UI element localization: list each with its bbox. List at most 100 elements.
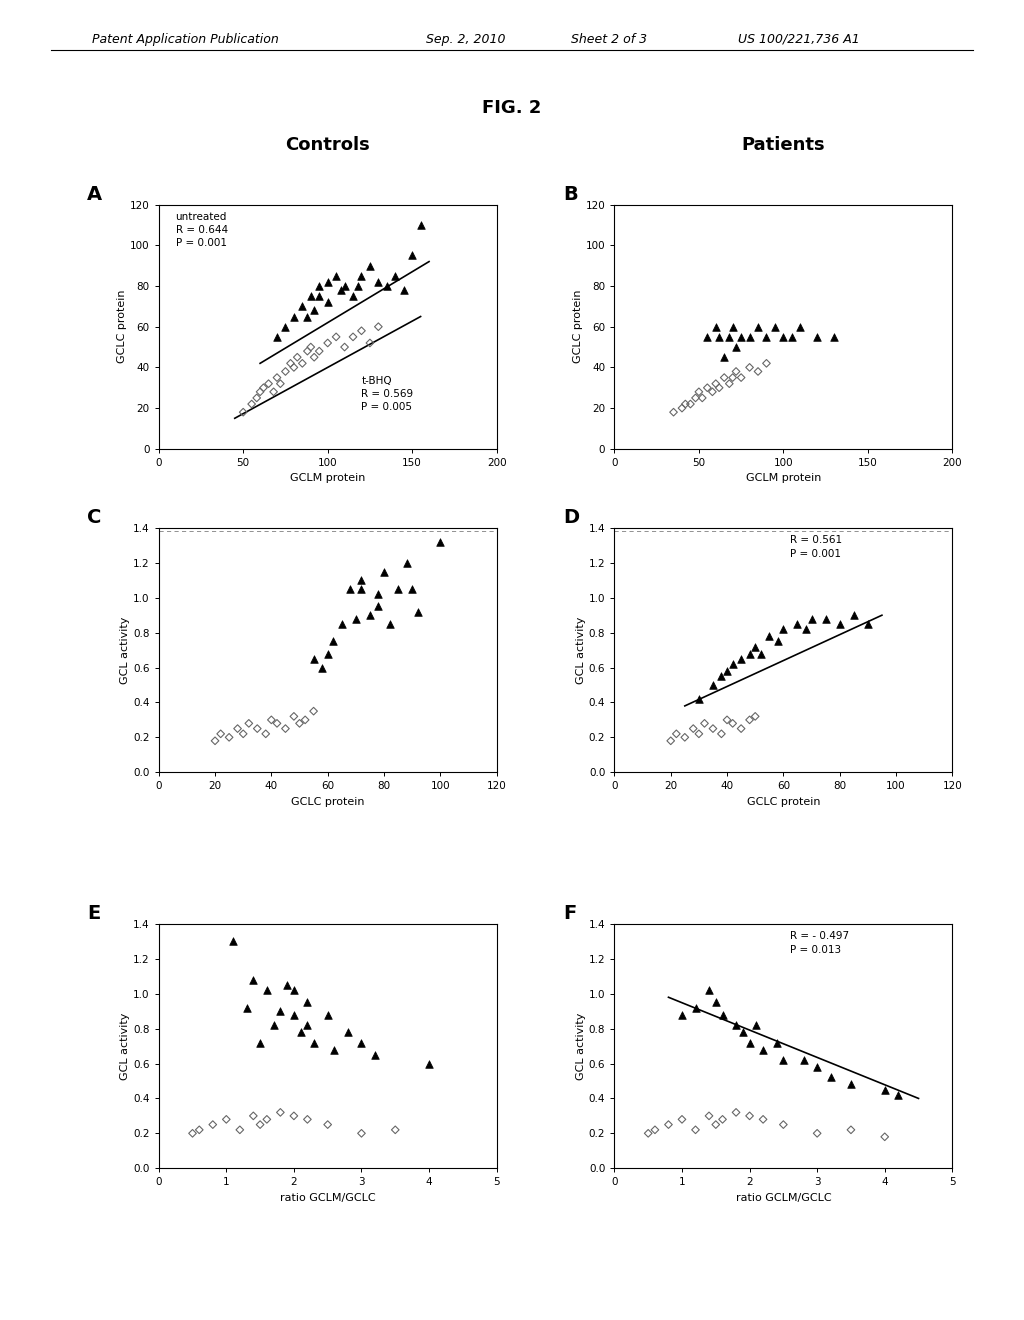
- Point: [371, 595, 387, 616]
- Point: [268, 367, 285, 388]
- Point: [798, 619, 814, 640]
- Point: [640, 1123, 656, 1144]
- Point: [677, 393, 693, 414]
- Point: [699, 378, 716, 399]
- Point: [207, 730, 223, 751]
- Point: [825, 326, 842, 347]
- Point: [783, 326, 800, 347]
- Text: R = 0.561
P = 0.001: R = 0.561 P = 0.001: [791, 536, 843, 558]
- X-axis label: GCLM protein: GCLM protein: [745, 474, 821, 483]
- Point: [666, 401, 682, 422]
- Point: [252, 1114, 268, 1135]
- Point: [259, 979, 275, 1001]
- Point: [713, 665, 729, 686]
- Text: R = - 0.497
P = 0.013: R = - 0.497 P = 0.013: [791, 932, 849, 954]
- Point: [690, 689, 707, 710]
- Point: [231, 1119, 248, 1140]
- Y-axis label: GCLC protein: GCLC protein: [572, 290, 583, 363]
- Point: [278, 317, 294, 338]
- Point: [770, 631, 786, 652]
- Y-axis label: GCL activity: GCL activity: [120, 616, 130, 684]
- Point: [733, 326, 750, 347]
- Point: [728, 1015, 744, 1036]
- Y-axis label: GCL activity: GCL activity: [575, 616, 586, 684]
- Point: [265, 1015, 282, 1036]
- Point: [767, 317, 783, 338]
- Point: [205, 1114, 221, 1135]
- Point: [796, 1049, 812, 1071]
- Text: A: A: [87, 185, 102, 203]
- Point: [184, 1123, 201, 1144]
- Point: [306, 1032, 323, 1053]
- Point: [746, 636, 763, 657]
- Point: [294, 296, 310, 317]
- Point: [809, 1123, 825, 1144]
- Point: [319, 292, 336, 313]
- Point: [685, 718, 701, 739]
- Point: [750, 360, 766, 381]
- Point: [803, 609, 819, 630]
- Point: [687, 997, 703, 1018]
- Point: [229, 718, 246, 739]
- Point: [758, 352, 774, 374]
- Point: [370, 317, 386, 338]
- Point: [326, 631, 342, 652]
- Point: [741, 1032, 758, 1053]
- Point: [319, 1114, 336, 1135]
- Point: [213, 723, 229, 744]
- Point: [387, 1119, 403, 1140]
- Point: [278, 360, 294, 381]
- Point: [755, 1039, 771, 1060]
- Point: [724, 367, 740, 388]
- Point: [272, 1102, 289, 1123]
- Text: Patent Application Publication: Patent Application Publication: [92, 33, 279, 46]
- Point: [370, 272, 386, 293]
- Point: [728, 337, 744, 358]
- Point: [353, 265, 370, 286]
- Point: [272, 1001, 289, 1022]
- Point: [775, 326, 792, 347]
- Point: [708, 1114, 724, 1135]
- Point: [260, 374, 276, 395]
- Point: [790, 614, 806, 635]
- Point: [340, 1022, 356, 1043]
- Point: [319, 1005, 336, 1026]
- Point: [328, 326, 344, 347]
- Point: [708, 317, 724, 338]
- Point: [715, 1005, 731, 1026]
- Point: [263, 709, 280, 730]
- Point: [347, 609, 365, 630]
- Point: [371, 583, 387, 605]
- Point: [395, 280, 412, 301]
- Point: [353, 578, 370, 599]
- Point: [311, 341, 328, 362]
- Point: [259, 1109, 275, 1130]
- Point: [755, 1109, 771, 1130]
- Point: [305, 701, 322, 722]
- Point: [822, 1067, 839, 1088]
- Point: [311, 285, 328, 306]
- Point: [687, 1119, 703, 1140]
- Point: [690, 381, 707, 403]
- Point: [700, 979, 717, 1001]
- Text: Sep. 2, 2010: Sep. 2, 2010: [426, 33, 506, 46]
- Point: [674, 397, 690, 418]
- Point: [353, 321, 370, 342]
- Point: [432, 532, 449, 553]
- Point: [218, 1109, 234, 1130]
- Point: [749, 1015, 765, 1036]
- Point: [245, 1105, 261, 1126]
- Point: [398, 552, 415, 573]
- Point: [306, 347, 323, 368]
- Point: [252, 1032, 268, 1053]
- Point: [350, 276, 367, 297]
- Point: [716, 347, 732, 368]
- Point: [696, 713, 713, 734]
- Point: [741, 1105, 758, 1126]
- X-axis label: GCLC protein: GCLC protein: [291, 797, 365, 807]
- Point: [750, 317, 766, 338]
- Point: [817, 609, 834, 630]
- Point: [728, 360, 744, 381]
- Point: [716, 367, 732, 388]
- Point: [283, 352, 299, 374]
